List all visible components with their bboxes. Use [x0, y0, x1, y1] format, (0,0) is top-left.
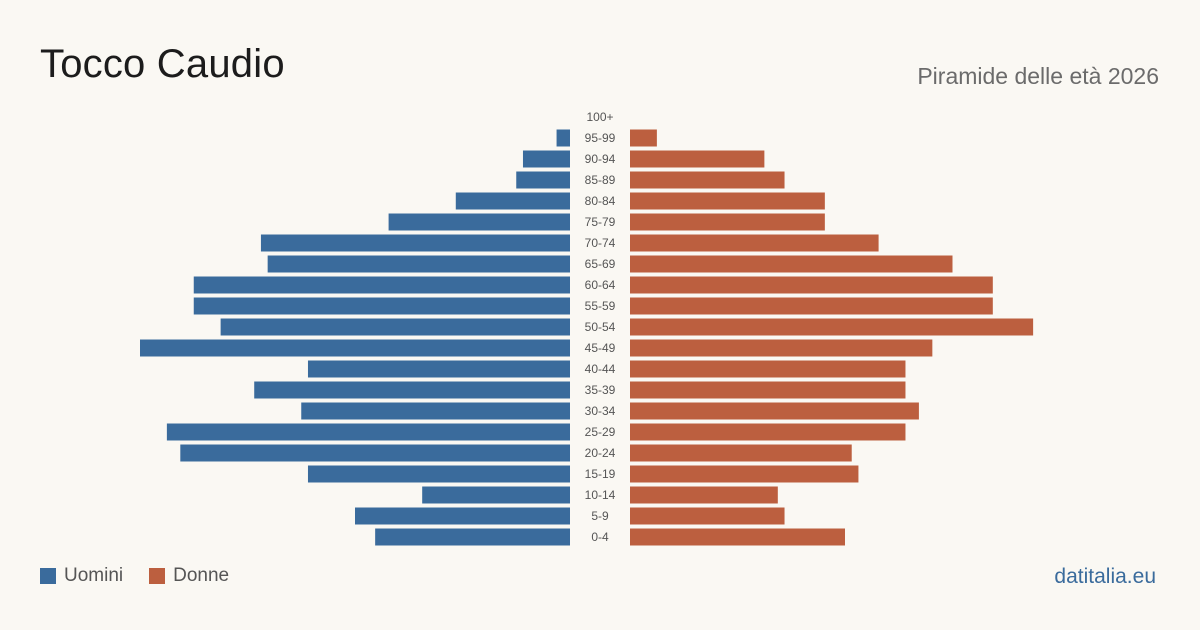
bar-men-75-79 [388, 213, 570, 231]
bar-men-40-44 [307, 360, 570, 378]
bar-men-60-64 [193, 276, 570, 294]
age-label-90-94: 90-94 [585, 152, 616, 166]
bar-men-30-34 [301, 402, 570, 420]
bar-men-95-99 [556, 129, 570, 147]
bar-women-5-9 [630, 507, 785, 525]
age-label-60-64: 60-64 [585, 278, 616, 292]
bar-men-50-54 [220, 318, 570, 336]
chart-subtitle: Piramide delle età 2026 [917, 63, 1159, 89]
bar-women-55-59 [630, 297, 993, 315]
legend-item-men: Uomini [40, 565, 123, 587]
legend-item-women: Donne [149, 565, 229, 587]
age-label-75-79: 75-79 [585, 215, 616, 229]
bar-women-85-89 [630, 171, 785, 189]
bar-women-10-14 [630, 486, 778, 504]
age-label-70-74: 70-74 [585, 236, 616, 250]
age-label-20-24: 20-24 [585, 446, 616, 460]
bar-men-55-59 [193, 297, 570, 315]
bar-men-25-29 [166, 423, 570, 441]
age-label-40-44: 40-44 [585, 362, 616, 376]
age-label-65-69: 65-69 [585, 257, 616, 271]
bar-women-50-54 [630, 318, 1034, 336]
age-label-25-29: 25-29 [585, 425, 616, 439]
bar-women-25-29 [630, 423, 906, 441]
legend-label-men: Uomini [64, 565, 124, 586]
bar-women-70-74 [630, 234, 879, 252]
age-label-100+: 100+ [586, 110, 613, 124]
age-label-85-89: 85-89 [585, 173, 616, 187]
legend-swatch-men [40, 568, 56, 584]
bar-men-35-39 [254, 381, 570, 399]
bar-men-20-24 [180, 444, 570, 462]
bar-women-15-19 [630, 465, 859, 483]
bar-men-85-89 [516, 171, 570, 189]
age-label-0-4: 0-4 [591, 530, 609, 544]
age-label-50-54: 50-54 [585, 320, 616, 334]
bar-women-75-79 [630, 213, 825, 231]
chart-title: Tocco Caudio [40, 42, 285, 86]
bar-men-10-14 [422, 486, 570, 504]
bar-women-30-34 [630, 402, 919, 420]
bar-men-45-49 [140, 339, 570, 357]
bar-men-5-9 [355, 507, 570, 525]
age-label-80-84: 80-84 [585, 194, 616, 208]
bar-women-40-44 [630, 360, 906, 378]
age-label-45-49: 45-49 [585, 341, 616, 355]
legend: Uomini Donne [40, 565, 255, 587]
bar-women-20-24 [630, 444, 852, 462]
bar-women-60-64 [630, 276, 993, 294]
bar-women-45-49 [630, 339, 933, 357]
bar-women-95-99 [630, 129, 657, 147]
bar-women-0-4 [630, 528, 845, 546]
bar-women-35-39 [630, 381, 906, 399]
bar-men-70-74 [260, 234, 570, 252]
brand-link[interactable]: datitalia.eu [1054, 565, 1156, 588]
age-label-10-14: 10-14 [585, 488, 616, 502]
age-label-55-59: 55-59 [585, 299, 616, 313]
age-label-15-19: 15-19 [585, 467, 616, 481]
age-label-95-99: 95-99 [585, 131, 616, 145]
bar-women-65-69 [630, 255, 953, 273]
age-label-30-34: 30-34 [585, 404, 616, 418]
bar-women-80-84 [630, 192, 825, 210]
bar-women-90-94 [630, 150, 765, 168]
bar-men-0-4 [375, 528, 570, 546]
bar-men-90-94 [522, 150, 570, 168]
bar-men-80-84 [455, 192, 570, 210]
age-label-5-9: 5-9 [591, 509, 609, 523]
bar-men-65-69 [267, 255, 570, 273]
bar-men-15-19 [307, 465, 570, 483]
legend-label-women: Donne [173, 565, 230, 586]
age-label-35-39: 35-39 [585, 383, 616, 397]
legend-swatch-women [149, 568, 166, 584]
